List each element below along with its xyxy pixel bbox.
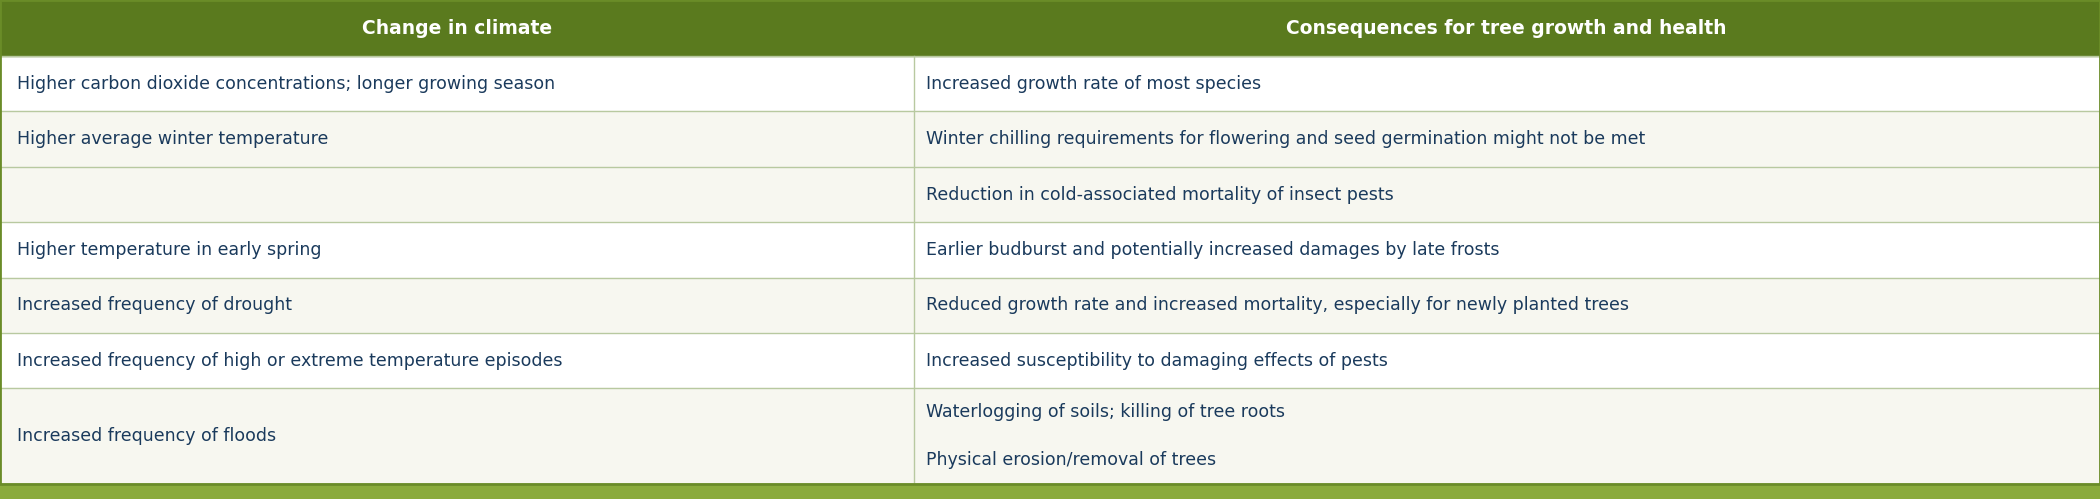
- Bar: [0, 56, 2100, 111]
- Text: Increased frequency of high or extreme temperature episodes: Increased frequency of high or extreme t…: [17, 352, 563, 370]
- Bar: [0, 222, 2100, 277]
- Text: Change in climate: Change in climate: [361, 18, 552, 37]
- Text: Increased growth rate of most species: Increased growth rate of most species: [926, 75, 1262, 93]
- Bar: [0, 111, 2100, 167]
- Bar: [0, 388, 2100, 484]
- Bar: [0, 484, 2100, 499]
- Text: Increased frequency of drought: Increased frequency of drought: [17, 296, 292, 314]
- Text: Increased susceptibility to damaging effects of pests: Increased susceptibility to damaging eff…: [926, 352, 1388, 370]
- Text: Higher temperature in early spring: Higher temperature in early spring: [17, 241, 321, 259]
- Text: Higher average winter temperature: Higher average winter temperature: [17, 130, 328, 148]
- Text: Waterlogging of soils; killing of tree roots: Waterlogging of soils; killing of tree r…: [926, 403, 1285, 421]
- Text: Winter chilling requirements for flowering and seed germination might not be met: Winter chilling requirements for floweri…: [926, 130, 1646, 148]
- Text: Increased frequency of floods: Increased frequency of floods: [17, 427, 275, 445]
- Text: Reduction in cold-associated mortality of insect pests: Reduction in cold-associated mortality o…: [926, 186, 1394, 204]
- Text: Reduced growth rate and increased mortality, especially for newly planted trees: Reduced growth rate and increased mortal…: [926, 296, 1630, 314]
- Text: Consequences for tree growth and health: Consequences for tree growth and health: [1287, 18, 1726, 37]
- Bar: [0, 0, 2100, 56]
- Bar: [0, 333, 2100, 388]
- Text: Earlier budburst and potentially increased damages by late frosts: Earlier budburst and potentially increas…: [926, 241, 1499, 259]
- Text: Physical erosion/removal of trees: Physical erosion/removal of trees: [926, 451, 1216, 469]
- Bar: [0, 277, 2100, 333]
- Text: Higher carbon dioxide concentrations; longer growing season: Higher carbon dioxide concentrations; lo…: [17, 75, 554, 93]
- Bar: [0, 167, 2100, 222]
